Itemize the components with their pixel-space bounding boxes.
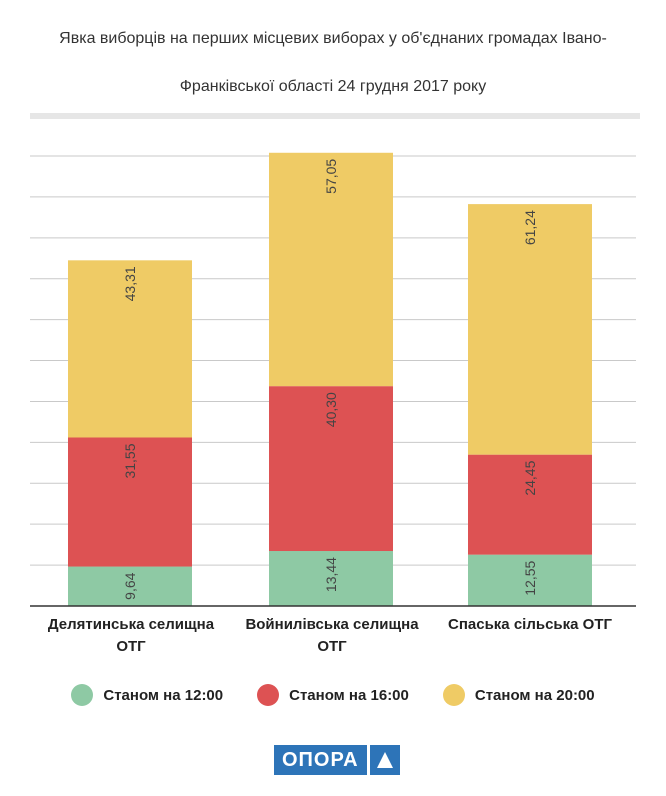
legend-swatch-1200 xyxy=(71,684,94,706)
category-label-0: Делятинська селищна ОТГ xyxy=(36,614,226,658)
legend-swatch-1600 xyxy=(257,684,280,706)
opora-logo: ОПОРА xyxy=(274,745,400,775)
data-label-0-0: 9,64 xyxy=(122,572,138,599)
data-label-2-1: 24,45 xyxy=(522,460,538,495)
chart-legend: Станом на 12:00 Станом на 16:00 Станом н… xyxy=(0,684,666,706)
legend-item-1600[interactable]: Станом на 16:00 xyxy=(257,684,409,706)
category-label-2: Спаська сільська ОТГ xyxy=(435,614,625,636)
data-label-2-2: 61,24 xyxy=(522,210,538,245)
logo-text: ОПОРА xyxy=(274,745,367,775)
data-label-1-0: 13,44 xyxy=(323,557,339,592)
bar-1-series-2 xyxy=(269,152,393,387)
category-label-0-line-1: Делятинська селищна xyxy=(47,616,215,633)
data-label-1-2: 57,05 xyxy=(323,159,339,194)
bar-1-series-0 xyxy=(269,551,393,606)
bar-2-series-2 xyxy=(468,204,592,455)
category-label-1-line-1: Войнилівська селищна xyxy=(245,616,419,633)
category-label-2-line-1: Спаська сільська ОТГ xyxy=(448,616,612,633)
data-label-0-2: 43,31 xyxy=(122,266,138,301)
data-label-1-1: 40,30 xyxy=(323,392,339,427)
legend-label-1200: Станом на 12:00 xyxy=(103,686,224,704)
bar-1-series-1 xyxy=(269,386,393,552)
category-label-1: Войнилівська селищна ОТГ xyxy=(237,614,427,658)
legend-item-1200[interactable]: Станом на 12:00 xyxy=(71,684,223,706)
legend-label-1600: Станом на 16:00 xyxy=(289,686,409,704)
legend-item-2000[interactable]: Станом на 20:00 xyxy=(442,684,595,706)
data-label-2-0: 12,55 xyxy=(522,560,538,595)
bar-0-series-0 xyxy=(68,566,192,606)
chart-title-line-1: Явка виборців на перших місцевих виборах… xyxy=(59,30,607,47)
bar-2-series-1 xyxy=(468,454,592,555)
legend-swatch-2000 xyxy=(442,684,465,706)
triangle-icon xyxy=(369,745,400,775)
bar-0-series-2 xyxy=(68,260,192,438)
bar-2-series-0 xyxy=(468,554,592,606)
title-divider xyxy=(30,113,640,119)
bar-0-series-1 xyxy=(68,437,192,567)
category-label-1-line-2: ОТГ xyxy=(317,638,347,655)
legend-label-2000: Станом на 20:00 xyxy=(474,686,595,704)
category-label-0-line-2: ОТГ xyxy=(116,638,146,655)
chart-title-line-2: Франківської області 24 грудня 2017 року xyxy=(179,78,487,95)
data-label-0-1: 31,55 xyxy=(122,443,138,478)
